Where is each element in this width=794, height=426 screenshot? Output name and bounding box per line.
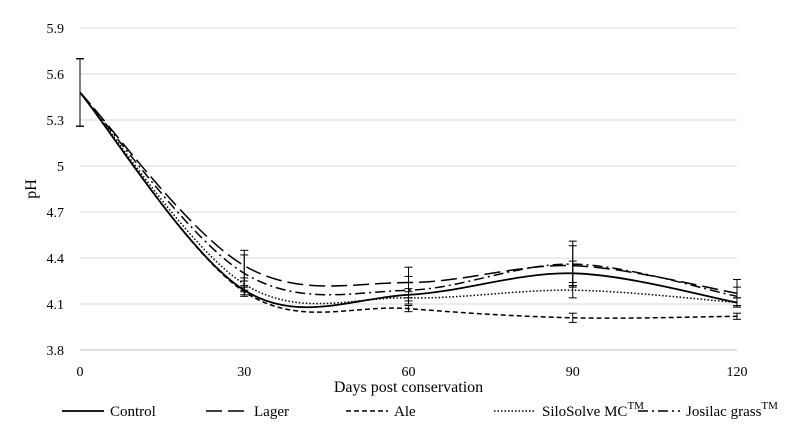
legend-label-1: Control (110, 404, 156, 420)
x-tick-label: 30 (237, 365, 251, 380)
legend-label-4: SiloSolve MCTM (542, 400, 644, 420)
legend-label-3: Ale (394, 404, 416, 420)
legend-label-text: Lager (254, 404, 289, 420)
x-axis-title: Days post conservation (334, 379, 483, 396)
x-tick-label: 90 (566, 365, 580, 380)
series-line-3 (79, 91, 738, 319)
legend-label-text: SiloSolve MC (542, 404, 627, 420)
legend-label-text: Ale (394, 404, 416, 420)
series-line-5 (79, 91, 738, 298)
legend-label-5: Josilac grassTM (686, 400, 778, 420)
x-tick-label: 60 (402, 365, 416, 380)
error-bars (76, 58, 741, 323)
y-tick-label: 4.1 (47, 298, 65, 313)
y-tick-label: 4.7 (47, 206, 65, 221)
y-tick-label: 4.4 (47, 252, 65, 267)
x-tick-label: 120 (727, 365, 748, 380)
y-tick-label: 5.3 (47, 114, 65, 129)
series-lines (79, 91, 738, 319)
y-tick-label: 5.6 (47, 68, 65, 83)
legend-label-text: Control (110, 404, 156, 420)
legend: Control Lager Ale SiloSolve MCTM Josilac gra… (62, 400, 778, 420)
legend-label-text: Josilac grass (686, 404, 762, 420)
y-tick-label: 5.9 (47, 22, 65, 37)
gridlines (80, 27, 737, 351)
series-line-2 (79, 91, 738, 295)
y-axis-title: pH (23, 179, 40, 199)
legend-label-2: Lager (254, 404, 289, 420)
y-tick-label: 5 (57, 160, 64, 175)
y-tick-label: 3.8 (47, 344, 65, 359)
x-tick-label: 0 (77, 365, 84, 380)
legend-label-superscript: TM (761, 400, 778, 412)
axes: 3.8 4.1 4.4 4.7 5 5.3 5.6 5.9 0 30 60 90 120 (47, 22, 748, 380)
series-line-4 (79, 91, 738, 305)
legend-label-superscript: TM (627, 400, 644, 412)
